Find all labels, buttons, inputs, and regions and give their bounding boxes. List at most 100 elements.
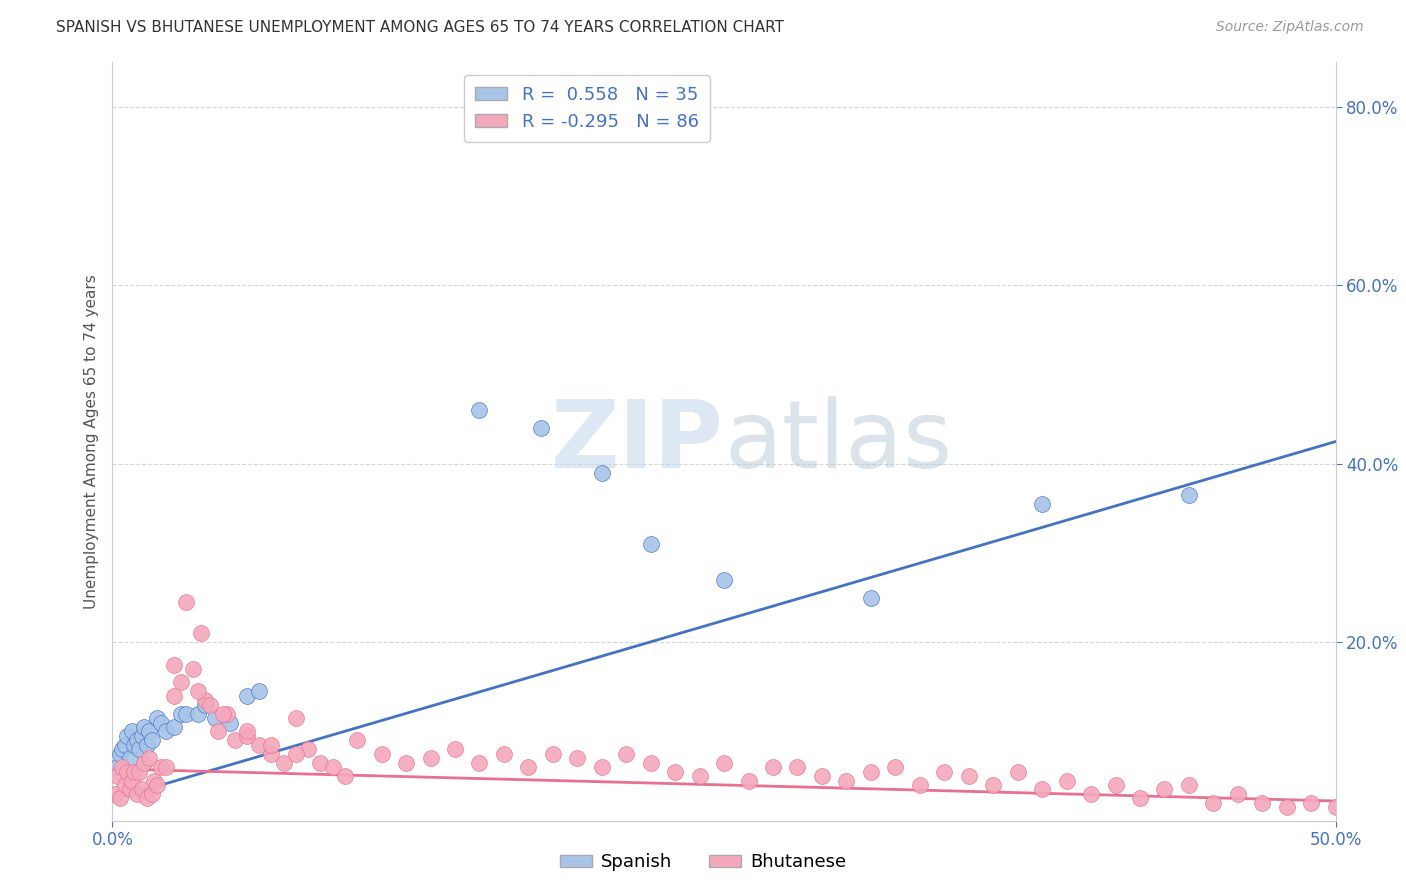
Point (115, 729, 138, 743)
Point (284, 711, 308, 725)
Point (114, 738, 136, 752)
Point (260, 738, 283, 752)
Point (835, 773, 858, 788)
Point (111, 742, 134, 756)
Point (224, 733, 246, 747)
Point (108, 747, 131, 761)
Point (713, 756, 735, 770)
Point (1301, 796, 1323, 810)
Point (370, 747, 392, 761)
Text: ZIP: ZIP (551, 395, 724, 488)
Point (150, 715, 173, 730)
Point (1275, 800, 1298, 814)
Point (124, 764, 146, 779)
Point (1202, 796, 1225, 810)
Point (517, 760, 540, 774)
Point (134, 720, 156, 734)
Point (284, 747, 308, 761)
Point (859, 591, 882, 605)
Point (170, 706, 193, 721)
Point (591, 466, 613, 480)
Text: Source: ZipAtlas.com: Source: ZipAtlas.com (1216, 20, 1364, 34)
Point (786, 760, 808, 774)
Point (1031, 497, 1053, 511)
Point (859, 764, 882, 779)
Point (346, 733, 368, 747)
Point (640, 537, 662, 551)
Point (187, 684, 209, 698)
Point (170, 675, 193, 690)
Point (236, 724, 259, 739)
Point (1251, 796, 1274, 810)
Point (713, 573, 735, 587)
Point (131, 782, 153, 797)
Point (492, 747, 515, 761)
Point (236, 689, 259, 703)
Point (297, 742, 319, 756)
Point (981, 778, 1004, 792)
Point (150, 760, 173, 774)
Point (273, 756, 295, 770)
Point (194, 698, 217, 712)
Point (1226, 787, 1249, 801)
Point (908, 778, 931, 792)
Point (217, 706, 239, 721)
Point (121, 724, 143, 739)
Point (128, 764, 150, 779)
Point (124, 738, 146, 752)
Legend: Spanish, Bhutanese: Spanish, Bhutanese (553, 847, 853, 879)
Point (141, 733, 163, 747)
Point (591, 760, 613, 774)
Point (143, 773, 166, 788)
Point (114, 778, 136, 792)
Point (614, 747, 637, 761)
Point (468, 403, 491, 417)
Point (444, 742, 467, 756)
Point (1324, 800, 1347, 814)
Point (108, 791, 131, 805)
Point (163, 657, 186, 672)
Point (118, 782, 141, 797)
Point (419, 751, 441, 765)
Point (236, 729, 259, 743)
Point (138, 751, 160, 765)
Text: atlas: atlas (724, 395, 952, 488)
Point (105, 769, 128, 783)
Legend: R =  0.558   N = 35, R = -0.295   N = 86: R = 0.558 N = 35, R = -0.295 N = 86 (464, 75, 710, 142)
Point (174, 595, 197, 609)
Text: SPANISH VS BHUTANESE UNEMPLOYMENT AMONG AGES 65 TO 74 YEARS CORRELATION CHART: SPANISH VS BHUTANESE UNEMPLOYMENT AMONG … (56, 20, 785, 35)
Point (207, 724, 229, 739)
Point (1007, 764, 1029, 779)
Y-axis label: Unemployment Among Ages 65 to 74 years: Unemployment Among Ages 65 to 74 years (83, 274, 98, 609)
Point (187, 706, 209, 721)
Point (105, 760, 128, 774)
Point (155, 760, 177, 774)
Point (111, 760, 134, 774)
Point (104, 787, 127, 801)
Point (125, 787, 148, 801)
Point (131, 729, 153, 743)
Point (884, 760, 907, 774)
Point (200, 698, 222, 712)
Point (1080, 787, 1102, 801)
Point (135, 738, 157, 752)
Point (468, 756, 491, 770)
Point (219, 715, 242, 730)
Point (134, 756, 156, 770)
Point (1153, 782, 1175, 797)
Point (1129, 791, 1152, 805)
Point (1031, 782, 1053, 797)
Point (211, 706, 233, 721)
Point (125, 733, 148, 747)
Point (141, 787, 163, 801)
Point (1056, 773, 1078, 788)
Point (664, 764, 686, 779)
Point (529, 421, 551, 435)
Point (121, 773, 143, 788)
Point (762, 760, 785, 774)
Point (811, 769, 834, 783)
Point (309, 756, 332, 770)
Point (541, 747, 564, 761)
Point (181, 662, 204, 676)
Point (155, 724, 177, 739)
